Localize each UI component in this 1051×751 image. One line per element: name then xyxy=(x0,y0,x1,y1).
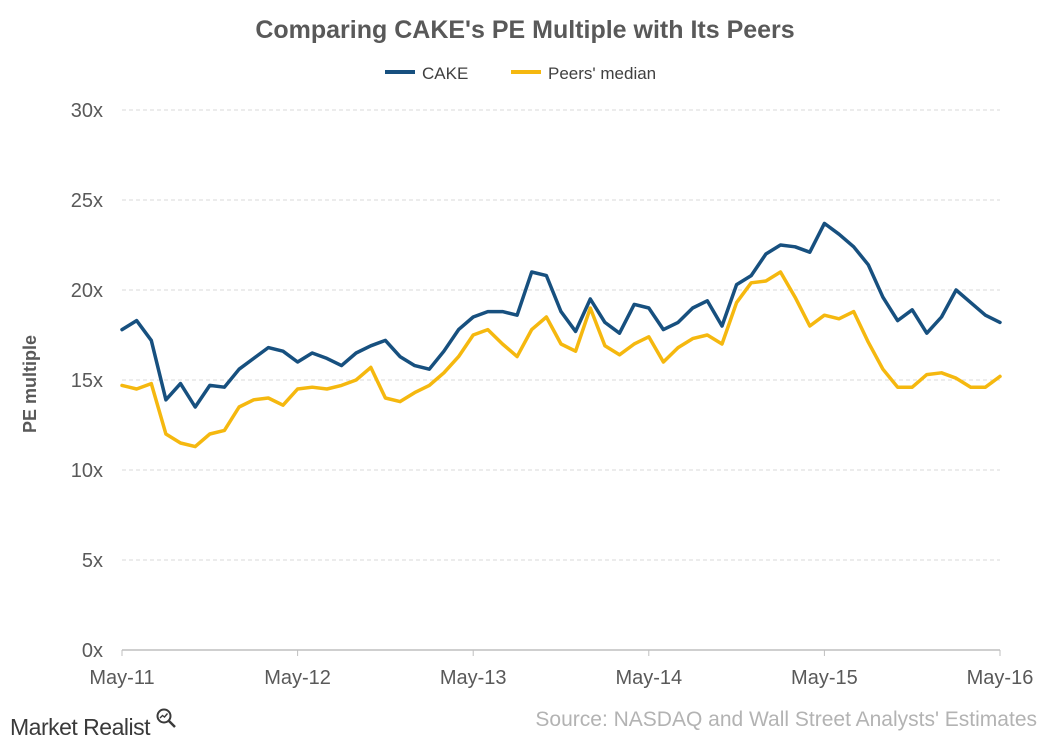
y-tick-label: 25x xyxy=(71,190,103,212)
y-tick-label: 10x xyxy=(71,460,103,482)
source-note: Source: NASDAQ and Wall Street Analysts'… xyxy=(535,708,1037,731)
x-tick-label: May-14 xyxy=(615,667,682,689)
x-tick-label: May-11 xyxy=(89,667,154,689)
y-axis-title: PE multiple xyxy=(20,335,40,433)
x-tick-label: May-15 xyxy=(791,667,858,689)
chart-title: Comparing CAKE's PE Multiple with Its Pe… xyxy=(255,16,794,44)
legend: CAKE Peers' median xyxy=(385,64,656,83)
x-tick-label: May-12 xyxy=(264,667,331,689)
magnifier-icon xyxy=(156,708,177,728)
y-tick-labels: 0x 5x 10x 15x 20x 25x 30x xyxy=(71,100,103,662)
series-line-peers-median xyxy=(120,270,1002,449)
y-tick-label: 0x xyxy=(82,640,103,662)
x-tick-marks xyxy=(121,650,1001,656)
y-tick-label: 20x xyxy=(71,280,103,302)
gridlines xyxy=(122,109,1000,561)
logo-text: Market Realist xyxy=(10,714,150,740)
y-tick-label: 15x xyxy=(71,370,103,392)
y-tick-label: 30x xyxy=(71,100,103,122)
series-group xyxy=(120,221,1002,449)
chart: Comparing CAKE's PE Multiple with Its Pe… xyxy=(20,16,1033,689)
x-tick-labels: May-11 May-12 May-13 May-14 May-15 May-16 xyxy=(89,667,1033,689)
brand-logo: Market Realist xyxy=(10,707,177,747)
y-tick-label: 5x xyxy=(82,550,103,572)
x-tick-label: May-13 xyxy=(440,667,507,689)
legend-label-cake: CAKE xyxy=(422,64,468,83)
legend-label-peers: Peers' median xyxy=(548,64,656,83)
x-tick-label: May-16 xyxy=(967,667,1034,689)
series-line-cake xyxy=(120,221,1002,409)
